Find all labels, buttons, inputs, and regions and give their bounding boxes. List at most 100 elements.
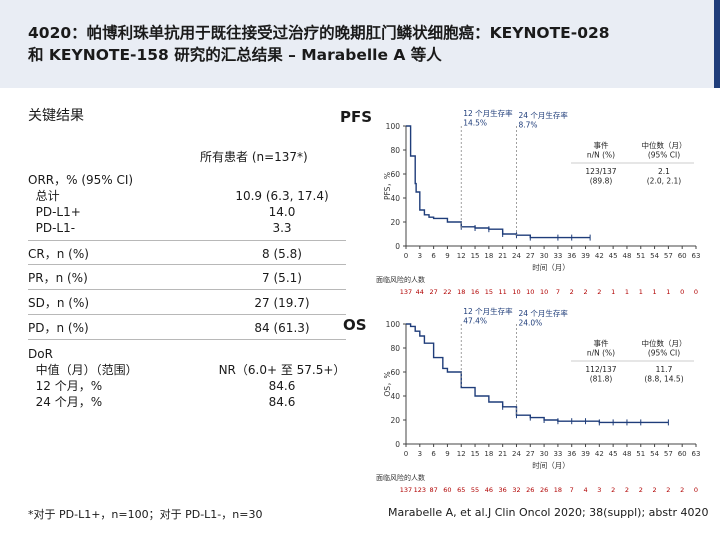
pfs-at-risk-count: 11 (499, 288, 507, 296)
pfs-legend-col2-value: 2.1 (2.0, 2.1) (647, 167, 682, 186)
os-x-tick-label: 54 (650, 450, 659, 458)
os-annotation-label: 24 个月生存率 24.0% (518, 308, 568, 328)
table-row-value: 8 (5.8) (262, 247, 302, 261)
citation: Marabelle A, et al.J Clin Oncol 2020; 38… (388, 506, 709, 519)
os-at-risk-count: 2 (611, 486, 615, 494)
os-y-tick-label: 100 (386, 320, 401, 329)
os-at-risk-count: 0 (694, 486, 698, 494)
os-x-tick-label: 45 (609, 450, 618, 458)
os-at-risk-count: 137 (400, 486, 412, 494)
os-at-risk-count: 4 (583, 486, 587, 494)
pfs-legend-col2-header: 中位数（月）(95% CI) (642, 140, 687, 160)
os-at-risk-count: 3 (597, 486, 601, 494)
pfs-x-tick-label: 21 (498, 252, 507, 260)
footnote: *对于 PD-L1+，n=100；对于 PD-L1-，n=30 (28, 508, 263, 521)
os-x-tick-label: 24 (512, 450, 521, 458)
pfs-x-tick-label: 54 (650, 252, 659, 260)
pfs-at-risk-count: 0 (694, 288, 698, 296)
table-row-label: DoR 中值（月）（范围） 12 个月，% 24 个月，% (28, 347, 138, 409)
pfs-at-risk-count: 18 (457, 288, 465, 296)
pfs-at-risk-count: 44 (416, 288, 424, 296)
pfs-survival-curve (406, 125, 591, 239)
pfs-at-risk-count: 1 (653, 288, 657, 296)
os-y-axis-label: OS，% (383, 371, 392, 396)
os-at-risk-count: 2 (653, 486, 657, 494)
pfs-x-tick-label: 45 (609, 252, 618, 260)
os-x-tick-label: 18 (484, 450, 493, 458)
os-at-risk-count: 87 (429, 486, 437, 494)
table-divider (28, 339, 346, 340)
os-x-tick-label: 60 (678, 450, 687, 458)
os-at-risk-count: 32 (512, 486, 520, 494)
pfs-y-tick-label: 80 (390, 146, 400, 155)
table-header: 所有患者 (n=137*) (200, 150, 308, 164)
os-at-risk-count: 26 (526, 486, 534, 494)
os-y-tick-label: 40 (390, 392, 400, 401)
os-legend-col1-header: 事件 n/N (%) (587, 338, 615, 358)
os-at-risk-count: 26 (540, 486, 548, 494)
os-at-risk-count: 36 (499, 486, 507, 494)
os-x-tick-label: 27 (526, 450, 535, 458)
pfs-at-risk-count: 10 (512, 288, 520, 296)
os-at-risk-label: 面临风险的人数 (376, 473, 425, 482)
pfs-x-tick-label: 60 (678, 252, 687, 260)
pfs-y-tick-label: 100 (386, 122, 401, 131)
os-x-tick-label: 9 (445, 450, 449, 458)
pfs-at-risk-count: 2 (583, 288, 587, 296)
table-row-value: 27 (19.7) (254, 296, 310, 310)
os-x-tick-label: 12 (457, 450, 466, 458)
os-x-tick-label: 6 (431, 450, 436, 458)
pfs-at-risk-count: 0 (680, 288, 684, 296)
pfs-x-tick-label: 9 (445, 252, 449, 260)
os-at-risk-count: 2 (639, 486, 643, 494)
pfs-annotation-label: 24 个月生存率 8.7% (518, 110, 568, 130)
pfs-at-risk-count: 7 (556, 288, 560, 296)
pfs-x-tick-label: 39 (581, 252, 590, 260)
os-y-tick-label: 60 (390, 368, 400, 377)
os-annotation-label: 12 个月生存率 47.4% (463, 306, 513, 326)
os-x-tick-label: 42 (595, 450, 604, 458)
os-at-risk-count: 60 (443, 486, 451, 494)
os-at-risk-count: 55 (471, 486, 479, 494)
os-x-tick-label: 63 (692, 450, 701, 458)
os-x-tick-label: 15 (471, 450, 480, 458)
pfs-at-risk-label: 面临风险的人数 (376, 275, 425, 284)
os-legend-col1-value: 112/137 (81.8) (585, 365, 616, 384)
os-x-tick-label: 0 (404, 450, 408, 458)
table-row-label: ORR，% (95% CI) 总计 PD-L1+ PD-L1- (28, 173, 134, 235)
pfs-x-tick-label: 42 (595, 252, 604, 260)
os-at-risk-count: 18 (554, 486, 562, 494)
os-y-tick-label: 80 (390, 344, 400, 353)
pfs-x-tick-label: 57 (664, 252, 673, 260)
pfs-x-tick-label: 30 (540, 252, 549, 260)
os-at-risk-count: 123 (414, 486, 426, 494)
os-x-tick-label: 3 (418, 450, 422, 458)
os-x-tick-label: 21 (498, 450, 507, 458)
os-legend-col2-header: 中位数（月）(95% CI) (642, 338, 687, 358)
table-divider (28, 289, 346, 290)
os-x-tick-label: 51 (636, 450, 645, 458)
pfs-y-axis-label: PFS，% (383, 172, 392, 200)
os-at-risk-count: 2 (666, 486, 670, 494)
table-row-value: 84 (61.3) (254, 321, 310, 335)
pfs-y-tick-label: 40 (390, 194, 400, 203)
os-survival-curve (406, 323, 669, 424)
table-row-value: 10.9 (6.3, 17.4) 14.0 3.3 (235, 189, 329, 235)
pfs-x-tick-label: 36 (567, 252, 576, 260)
table-row-label: SD，n (%) (28, 296, 90, 310)
pfs-legend-col1-value: 123/137 (89.8) (585, 167, 616, 186)
table-divider (28, 240, 346, 241)
table-row-value: 7 (5.1) (262, 271, 302, 285)
pfs-at-risk-count: 1 (611, 288, 615, 296)
os-x-tick-label: 57 (664, 450, 673, 458)
os-legend-col2-value: 11.7 (8.8, 14.5) (644, 365, 683, 384)
table-row-label: PD，n (%) (28, 321, 89, 335)
pfs-x-tick-label: 24 (512, 252, 521, 260)
pfs-x-tick-label: 48 (622, 252, 631, 260)
slide-title: 4020：帕博利珠单抗用于既往接受过治疗的晚期肛门鳞状细胞癌：KEYNOTE-0… (28, 22, 698, 66)
pfs-at-risk-count: 16 (471, 288, 479, 296)
os-at-risk-count: 2 (680, 486, 684, 494)
table-row-label: CR，n (%) (28, 247, 89, 261)
